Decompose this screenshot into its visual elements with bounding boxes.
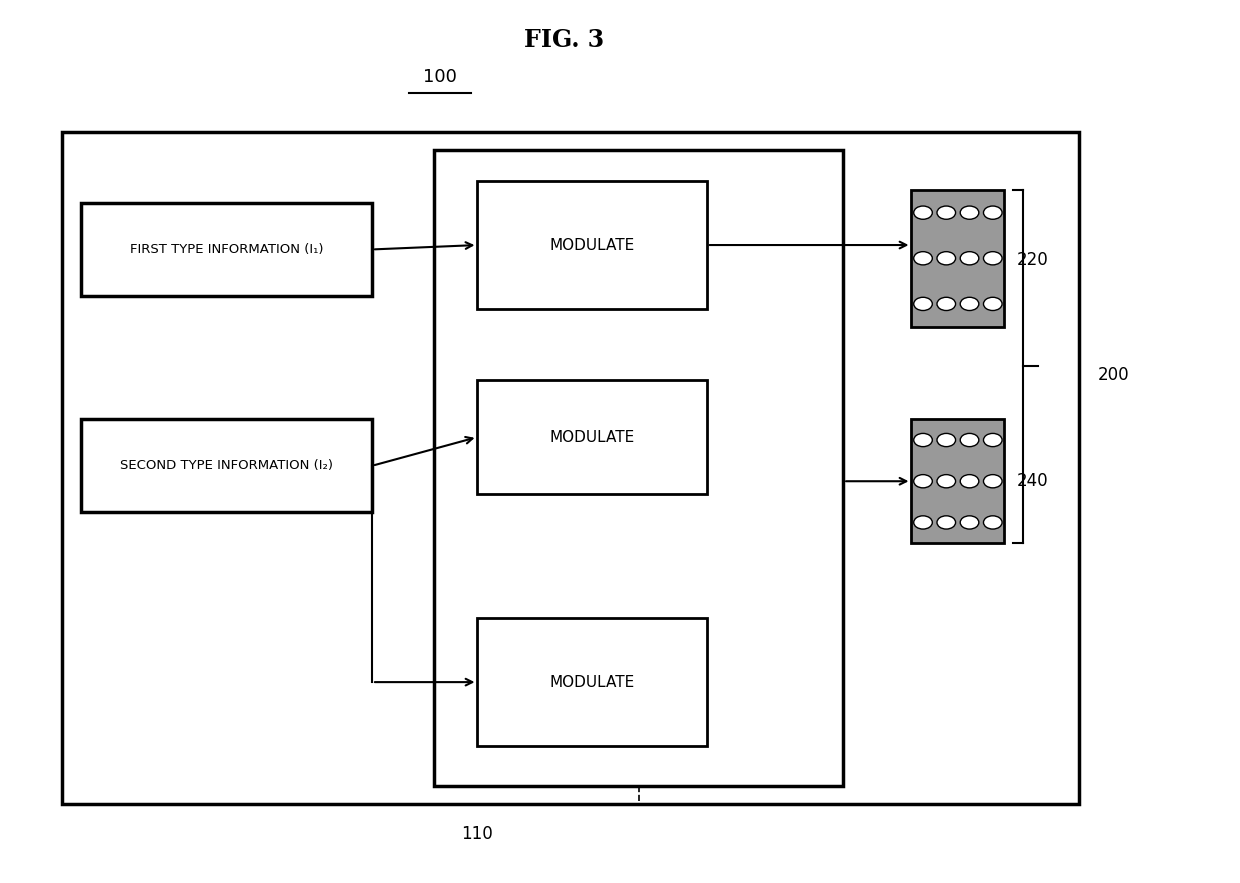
Circle shape: [960, 474, 978, 487]
Circle shape: [937, 252, 956, 265]
Circle shape: [937, 206, 956, 219]
Text: 110: 110: [461, 826, 494, 843]
Text: SECOND TYPE INFORMATION (I₂): SECOND TYPE INFORMATION (I₂): [120, 459, 332, 472]
Circle shape: [983, 206, 1002, 219]
Text: MODULATE: MODULATE: [549, 238, 635, 253]
Circle shape: [983, 474, 1002, 487]
Bar: [81, 203, 372, 296]
Circle shape: [960, 298, 978, 311]
Circle shape: [937, 474, 956, 487]
Bar: [911, 190, 1004, 327]
Text: 220: 220: [1017, 252, 1049, 269]
Bar: [477, 380, 707, 494]
Text: MODULATE: MODULATE: [549, 430, 635, 444]
Circle shape: [914, 516, 932, 529]
Bar: [477, 181, 707, 309]
Text: MODULATE: MODULATE: [549, 675, 635, 690]
Text: FIRST TYPE INFORMATION (I₁): FIRST TYPE INFORMATION (I₁): [129, 243, 324, 256]
Circle shape: [937, 434, 956, 447]
Circle shape: [914, 298, 932, 311]
Bar: [81, 419, 372, 512]
Circle shape: [914, 252, 932, 265]
Circle shape: [960, 206, 978, 219]
Text: 100: 100: [423, 68, 458, 86]
Circle shape: [960, 516, 978, 529]
Bar: [434, 150, 843, 786]
Circle shape: [960, 434, 978, 447]
Text: FIG. 3: FIG. 3: [525, 27, 604, 52]
Text: 200: 200: [1097, 366, 1130, 384]
Bar: [477, 618, 707, 746]
Circle shape: [983, 516, 1002, 529]
Circle shape: [937, 516, 956, 529]
Circle shape: [983, 434, 1002, 447]
Circle shape: [937, 298, 956, 311]
Bar: [911, 419, 1004, 543]
Circle shape: [983, 252, 1002, 265]
Text: 240: 240: [1017, 472, 1049, 490]
Circle shape: [914, 434, 932, 447]
Circle shape: [914, 206, 932, 219]
Circle shape: [914, 474, 932, 487]
Bar: [62, 132, 1079, 804]
Circle shape: [960, 252, 978, 265]
Circle shape: [983, 298, 1002, 311]
